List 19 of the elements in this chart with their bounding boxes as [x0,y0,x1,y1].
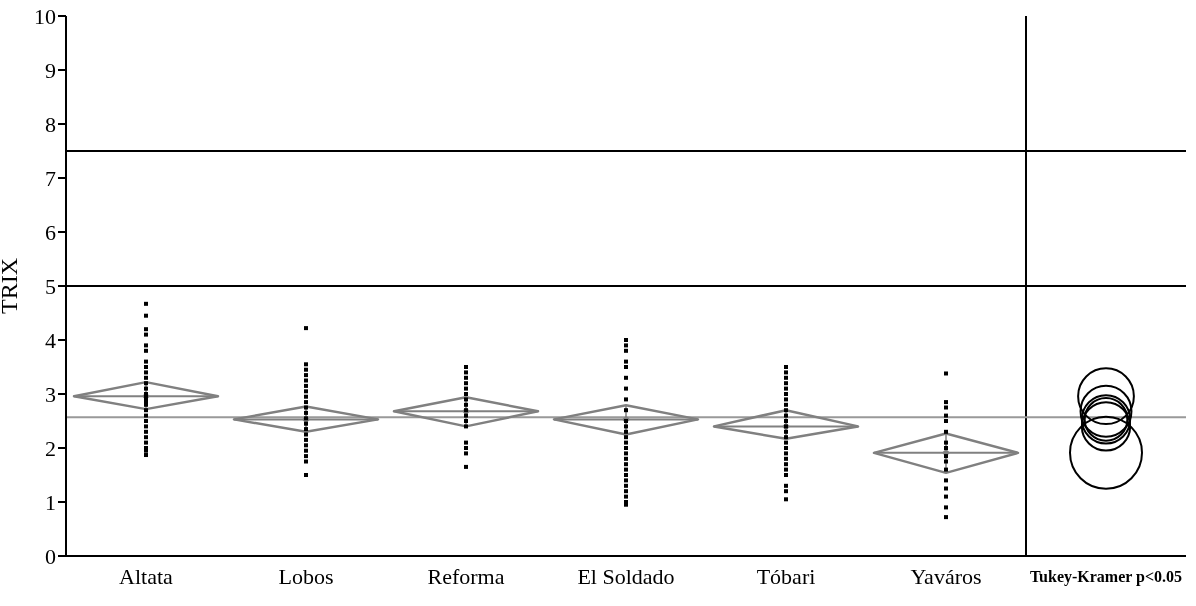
y-tick-label: 9 [45,57,56,83]
y-tick-label: 2 [45,435,56,461]
x-tick-label: Tukey-Kramer p<0.05 [1029,568,1183,586]
y-tick-label: 4 [45,327,56,353]
y-tick-label: 1 [45,489,56,515]
y-axis-title: TRIX [0,258,22,314]
x-tick-label: Reforma [427,564,505,589]
y-tick-label: 3 [45,381,56,407]
y-tick-label: 7 [45,165,56,191]
y-tick-label: 6 [45,219,56,245]
x-tick-label: El Soldado [577,564,675,589]
x-tick-label: Altata [119,564,174,589]
x-tick-label: Yaváros [910,564,982,589]
y-tick-label: 5 [45,273,56,299]
y-tick-label: 8 [45,111,56,137]
y-tick-label: 10 [34,3,56,29]
y-tick-label: 0 [45,543,56,569]
x-tick-label: Tóbari [756,564,816,589]
x-tick-label: Lobos [278,564,334,589]
